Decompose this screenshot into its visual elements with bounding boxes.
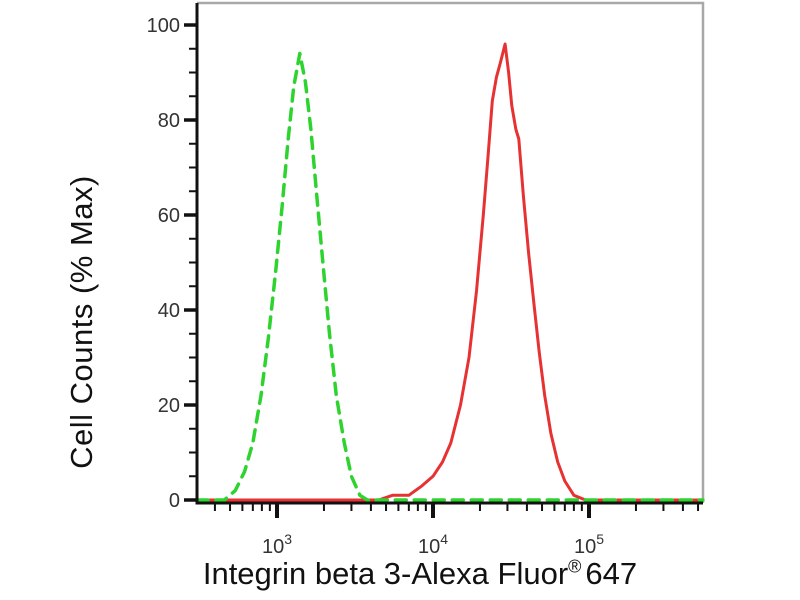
y-tick-label: 20	[158, 395, 180, 417]
y-axis-title: Cell Counts (% Max)	[64, 175, 99, 469]
y-tick-label: 0	[169, 490, 180, 512]
x-tick-label: 105	[574, 531, 604, 558]
series-curve-0	[195, 42, 705, 502]
registered-trademark-icon: ®	[568, 556, 582, 577]
plot-frame	[197, 1, 705, 503]
x-tick-label: 104	[418, 531, 448, 558]
y-tick-label: 80	[158, 110, 180, 132]
y-tick-label: 60	[158, 205, 180, 227]
x-axis-title-main: Integrin beta 3-Alexa Fluor	[202, 556, 569, 591]
y-tick-label: 40	[158, 300, 180, 322]
x-axis-title-number: 647	[585, 556, 638, 591]
series-curve-1	[195, 51, 705, 502]
x-tick-label: 103	[262, 531, 292, 558]
y-tick-label: 100	[147, 15, 180, 37]
x-axis-title: Integrin beta 3-Alexa Fluor® 647	[170, 556, 670, 592]
